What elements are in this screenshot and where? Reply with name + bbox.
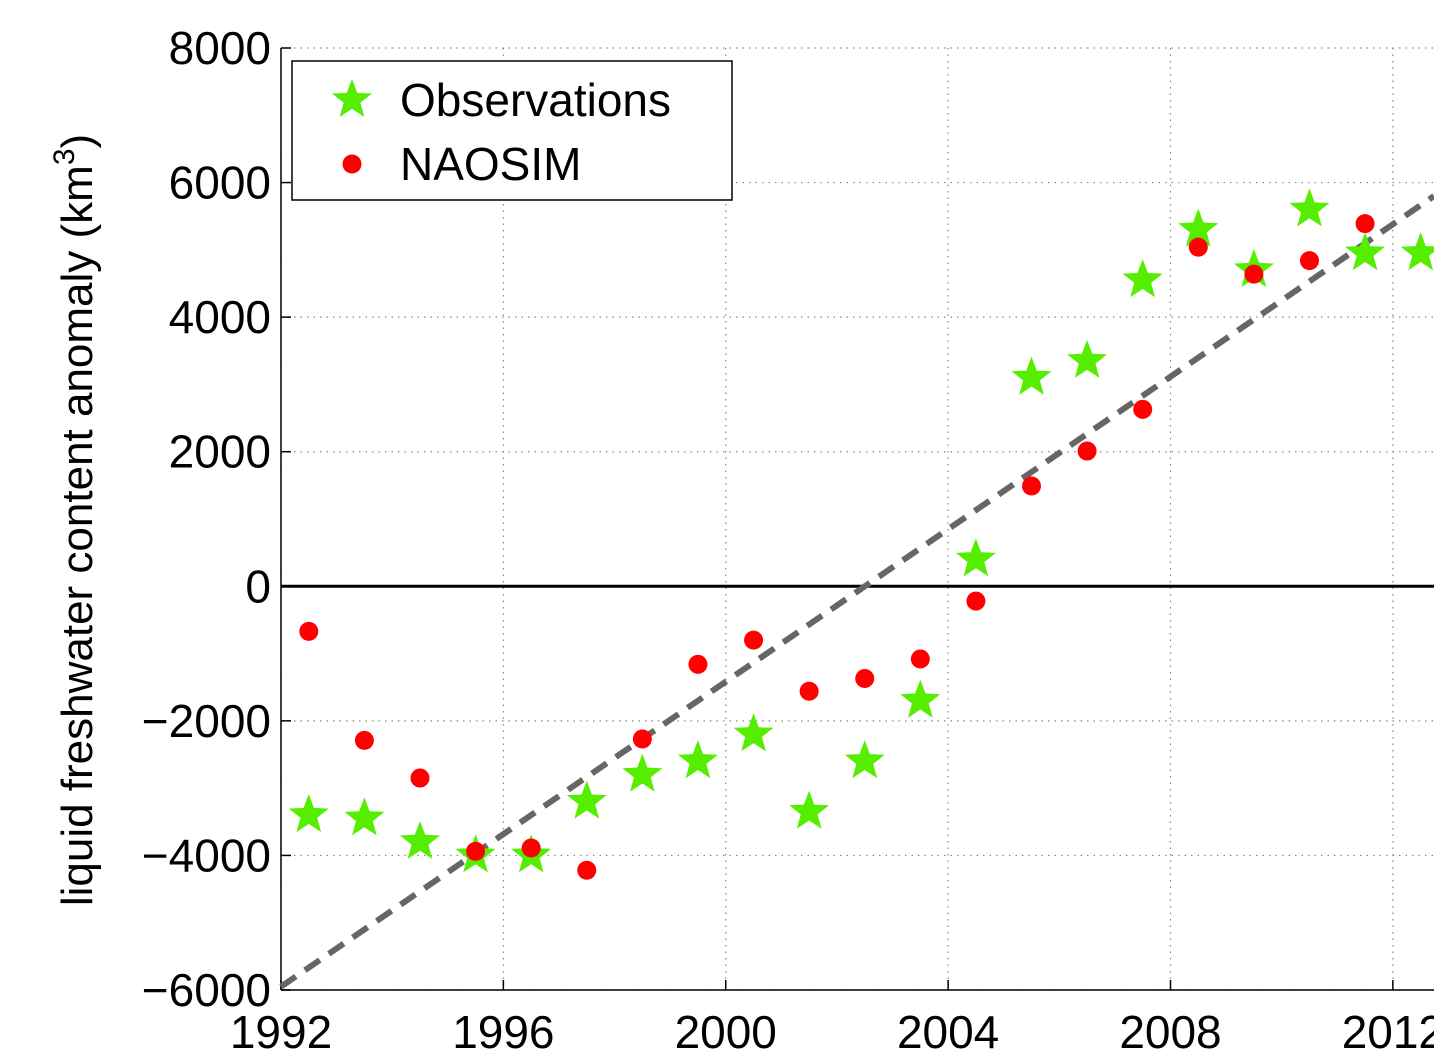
- trend-line: [279, 193, 1434, 990]
- star-marker: [332, 79, 372, 117]
- dot-marker: [466, 841, 486, 861]
- star-marker: [344, 797, 385, 836]
- y-tick-label: 0: [245, 560, 271, 612]
- dot-marker: [342, 154, 362, 174]
- star-marker: [1122, 259, 1163, 298]
- dot-marker: [855, 668, 875, 688]
- dot-marker: [966, 591, 986, 611]
- star-marker: [566, 780, 607, 819]
- dot-marker: [1355, 214, 1375, 234]
- dot-marker: [799, 681, 819, 701]
- star-marker: [1011, 356, 1052, 395]
- dot-marker: [1299, 251, 1319, 271]
- star-marker: [622, 753, 663, 792]
- y-tick-label: −4000: [142, 829, 271, 881]
- y-tick-label: −6000: [142, 964, 271, 1016]
- dot-marker: [1133, 399, 1153, 419]
- dot-marker: [910, 649, 930, 669]
- x-tick-label: 2012: [1342, 1006, 1434, 1058]
- x-tick-label: 2004: [897, 1006, 999, 1058]
- star-marker: [288, 794, 329, 832]
- star-marker: [1067, 339, 1108, 378]
- star-marker: [733, 713, 774, 752]
- star-marker: [789, 790, 830, 829]
- dot-marker: [577, 860, 597, 880]
- dot-marker: [1077, 441, 1097, 461]
- y-label-sup: 3: [48, 148, 81, 165]
- dot-marker: [299, 621, 319, 641]
- dot-marker: [521, 838, 541, 858]
- star-marker: [1289, 188, 1330, 227]
- star-marker: [1400, 232, 1434, 271]
- y-tick-label: −2000: [142, 695, 271, 747]
- dot-marker: [1188, 237, 1208, 257]
- legend-box: [291, 60, 733, 201]
- dot-marker: [1022, 476, 1042, 496]
- dot-marker: [1244, 264, 1264, 284]
- y-label-end: ): [53, 134, 102, 149]
- x-tick-label: 1996: [452, 1006, 554, 1058]
- dot-marker: [688, 654, 708, 674]
- dot-marker: [354, 730, 374, 750]
- star-marker: [900, 679, 941, 718]
- star-marker: [1178, 208, 1219, 247]
- y-tick-label: 6000: [169, 157, 271, 209]
- legend-label: Observations: [400, 74, 671, 126]
- dot-marker: [744, 630, 764, 650]
- y-tick-label: 2000: [169, 426, 271, 478]
- legend-label: NAOSIM: [400, 138, 581, 190]
- star-marker: [1345, 232, 1385, 271]
- y-label-text: liquid freshwater content anomaly (km: [53, 165, 102, 906]
- x-tick-label: 2008: [1119, 1006, 1221, 1058]
- x-tick-label: 1992: [230, 1006, 332, 1058]
- y-tick-label: 4000: [169, 291, 271, 343]
- dot-marker: [410, 768, 430, 788]
- x-tick-label: 2000: [675, 1006, 777, 1058]
- dot-marker: [632, 729, 652, 749]
- y-tick-label: 8000: [169, 22, 271, 74]
- star-marker: [678, 740, 718, 779]
- y-axis-label: liquid freshwater content anomaly (km3): [48, 134, 102, 906]
- star-marker: [955, 538, 996, 577]
- star-marker: [400, 821, 440, 859]
- star-marker: [844, 740, 885, 779]
